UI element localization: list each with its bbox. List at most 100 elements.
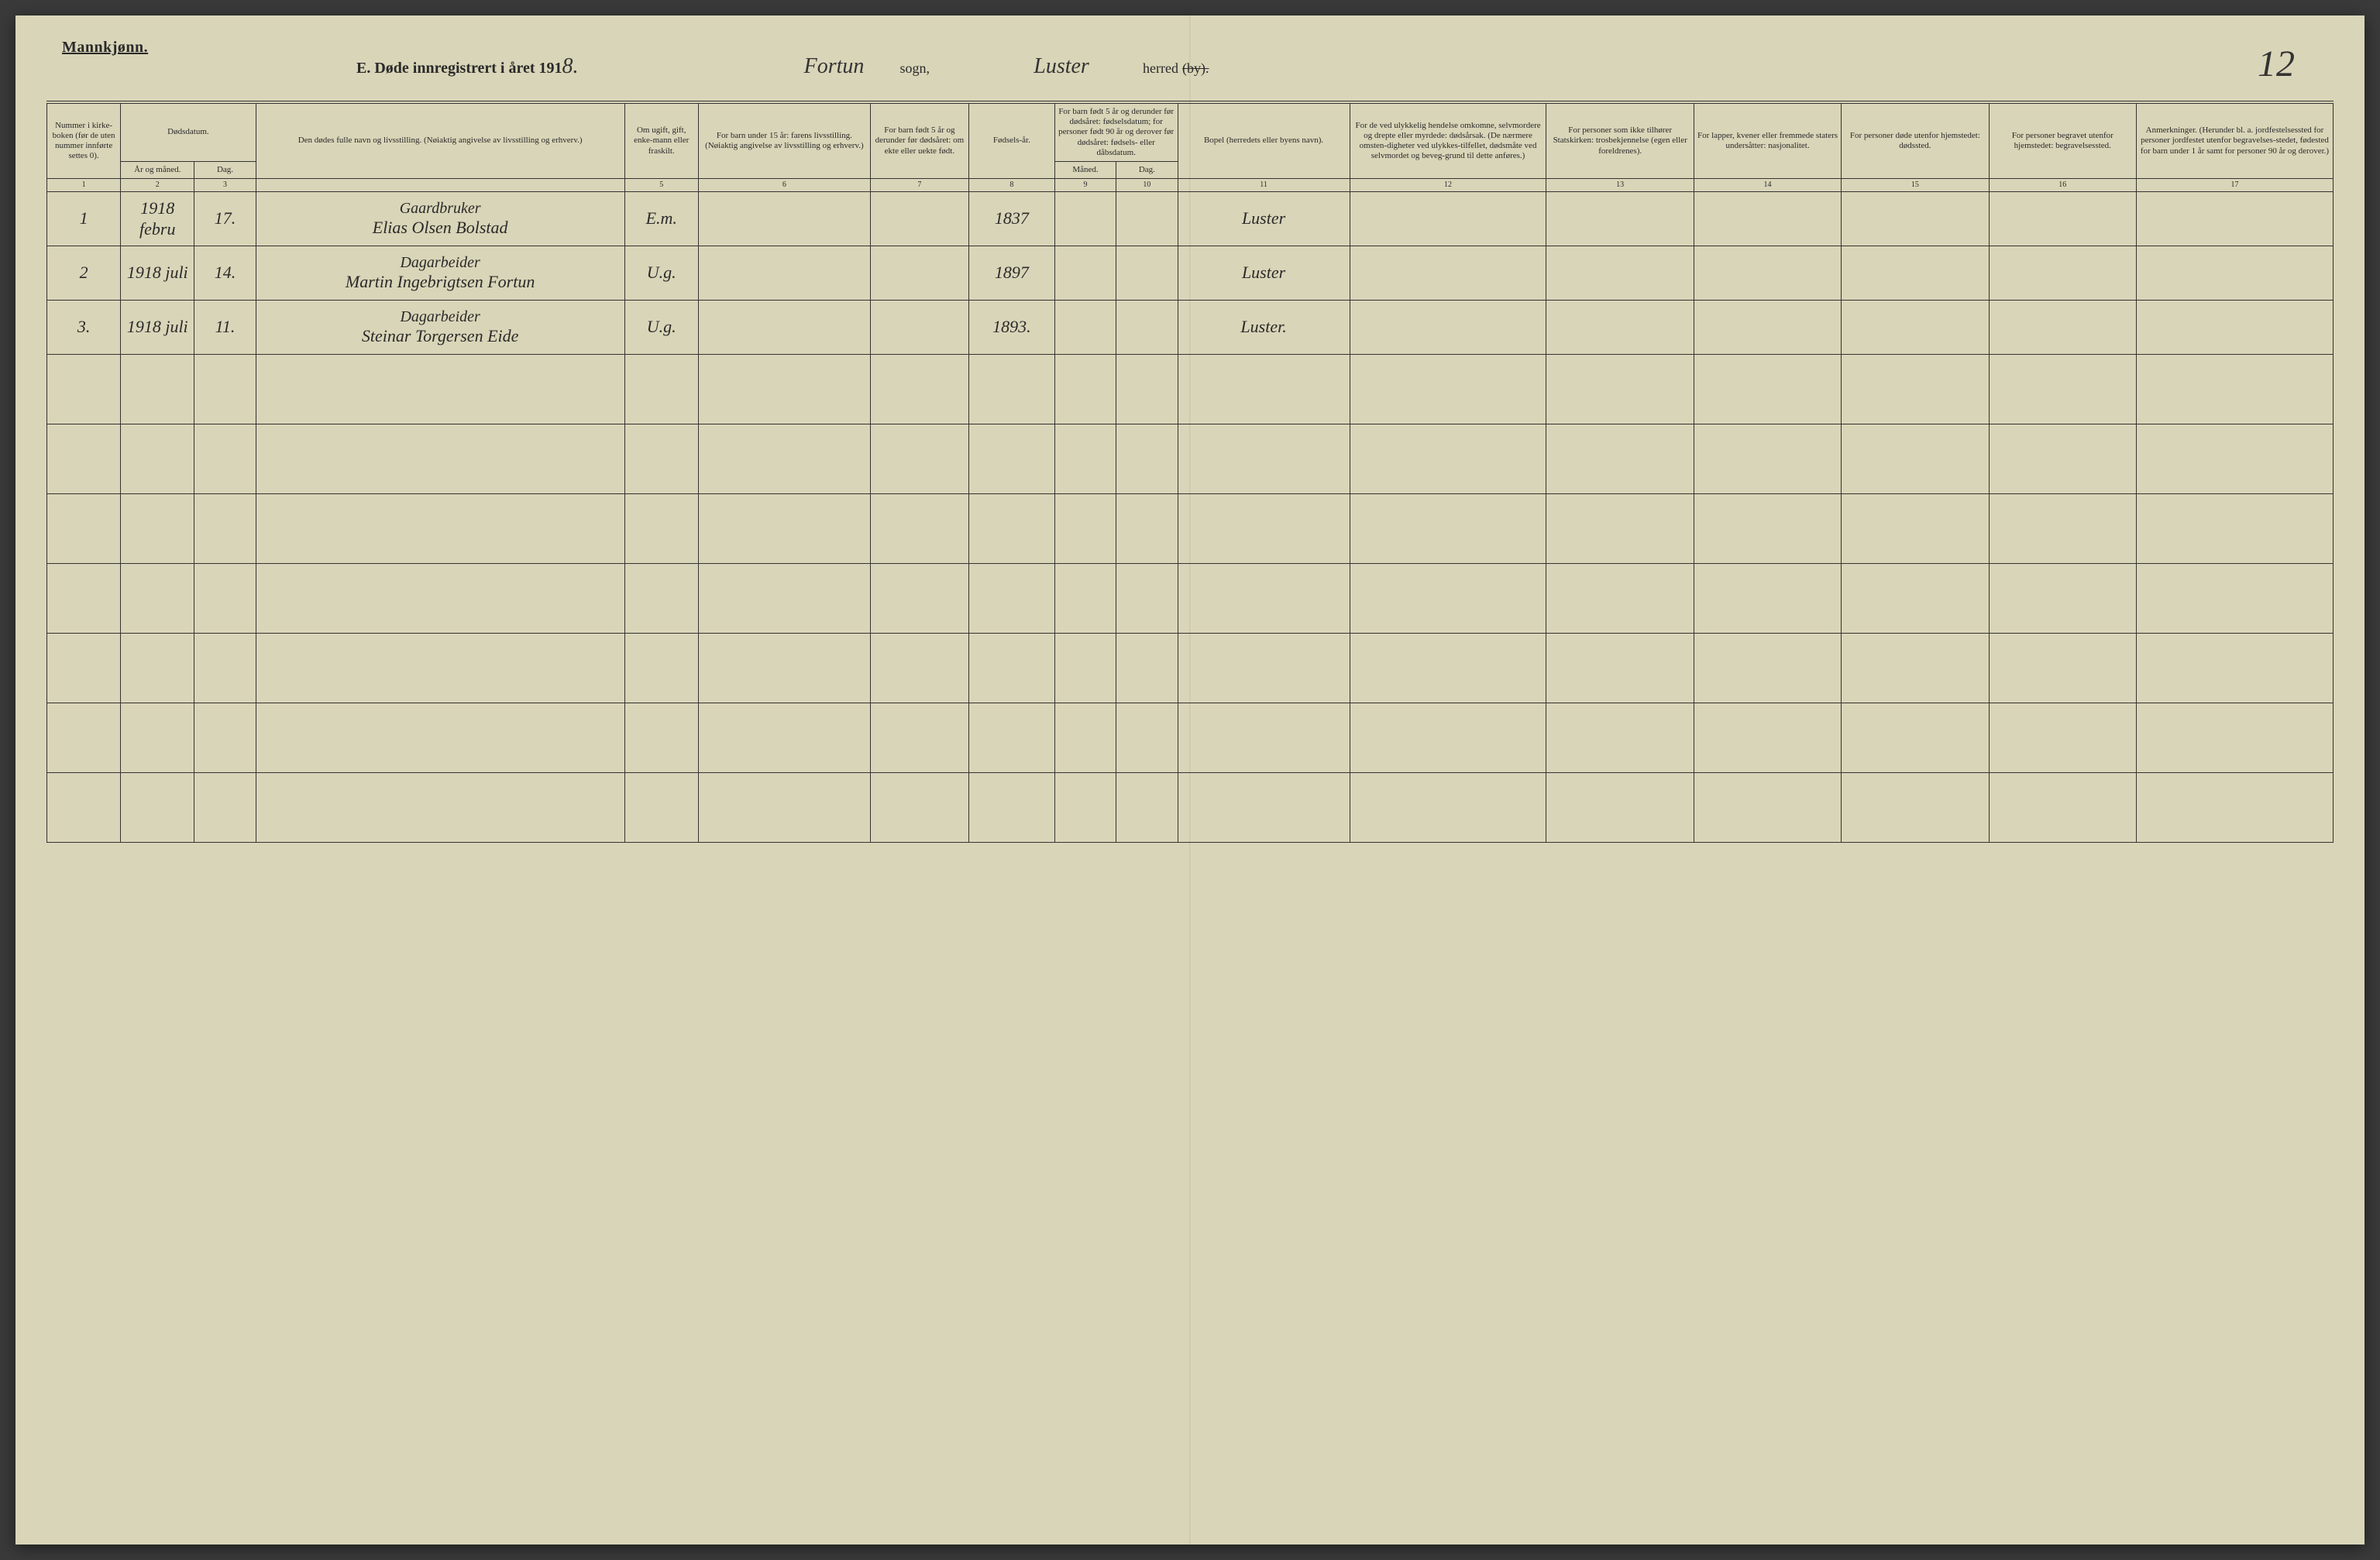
colnum: 17: [2136, 179, 2333, 192]
cell-church: [1546, 246, 1694, 301]
cell-burial: [1989, 246, 2136, 301]
cell-person-name: Elias Olsen Bolstad: [259, 218, 622, 238]
cell-occupation: Gaardbruker: [259, 199, 622, 218]
cell-church: [1546, 192, 1694, 246]
col-header-child5b-group: For barn født 5 år og derunder før dødså…: [1054, 102, 1178, 161]
cell-nation: [1694, 301, 1841, 355]
colnum: 15: [1842, 179, 1989, 192]
col-header-child5b-day: Dag.: [1116, 161, 1178, 178]
cell-person-name: Martin Ingebrigtsen Fortun: [259, 272, 622, 292]
cell-father: [698, 246, 870, 301]
cell-birthyear: 1897: [968, 246, 1054, 301]
cell-occupation: Dagarbeider: [259, 308, 622, 326]
page-fold: [1189, 15, 1191, 1545]
cell-deathplace: [1842, 246, 1989, 301]
colnum: [256, 179, 624, 192]
title-prefix: E. Døde innregistrert i året 191: [356, 60, 562, 77]
colnum: 8: [968, 179, 1054, 192]
colnum: 16: [1989, 179, 2136, 192]
colnum: 1: [47, 179, 121, 192]
cell-cause: [1350, 246, 1546, 301]
colnum: 9: [1054, 179, 1116, 192]
cell-remarks: [2136, 192, 2333, 246]
cell-occupation: Dagarbeider: [259, 253, 622, 272]
col-header-church: For personer som ikke tilhører Statskirk…: [1546, 102, 1694, 179]
colnum: 6: [698, 179, 870, 192]
cell-marital: E.m.: [624, 192, 698, 246]
cell-num: 3.: [47, 301, 121, 355]
cell-bopel: Luster: [1178, 192, 1350, 246]
col-header-yearmonth: År og måned.: [121, 161, 194, 178]
cell-church: [1546, 301, 1694, 355]
cell-nation: [1694, 192, 1841, 246]
cell-remarks: [2136, 246, 2333, 301]
cell-name: Dagarbeider Steinar Torgersen Eide: [256, 301, 624, 355]
cell-day: 11.: [194, 301, 256, 355]
col-header-num: Nummer i kirke-boken (før de uten nummer…: [47, 102, 121, 179]
colnum: 12: [1350, 179, 1546, 192]
cell-child5b-m: [1054, 246, 1116, 301]
col-header-child5b-month: Måned.: [1054, 161, 1116, 178]
col-header-name: Den dødes fulle navn og livsstilling. (N…: [256, 102, 624, 179]
col-header-birthyear: Fødsels-år.: [968, 102, 1054, 179]
col-header-nation: For lapper, kvener eller fremmede stater…: [1694, 102, 1841, 179]
cell-burial: [1989, 192, 2136, 246]
cell-nation: [1694, 246, 1841, 301]
cell-num: 2: [47, 246, 121, 301]
col-header-cause: For de ved ulykkelig hendelse omkomne, s…: [1350, 102, 1546, 179]
cell-name: Gaardbruker Elias Olsen Bolstad: [256, 192, 624, 246]
col-header-child5: For barn født 5 år og derunder før dødså…: [870, 102, 968, 179]
cell-birthyear: 1893.: [968, 301, 1054, 355]
cell-child5b-d: [1116, 192, 1178, 246]
colnum: 3: [194, 179, 256, 192]
cell-day: 14.: [194, 246, 256, 301]
cell-burial: [1989, 301, 2136, 355]
cell-deathplace: [1842, 301, 1989, 355]
herred-struck: (by).: [1182, 60, 1209, 76]
sogn-label: sogn,: [900, 60, 930, 76]
cell-child5: [870, 246, 968, 301]
colnum: 2: [121, 179, 194, 192]
cell-birthyear: 1837: [968, 192, 1054, 246]
colnum: 10: [1116, 179, 1178, 192]
cell-child5: [870, 192, 968, 246]
cell-child5b-m: [1054, 301, 1116, 355]
col-header-marital: Om ugift, gift, enke-mann eller fraskilt…: [624, 102, 698, 179]
title-year-suffix: 8.: [562, 54, 579, 78]
herred-value: Luster: [984, 54, 1139, 79]
page-number: 12: [2258, 43, 2295, 85]
cell-remarks: [2136, 301, 2333, 355]
colnum: 11: [1178, 179, 1350, 192]
cell-cause: [1350, 301, 1546, 355]
register-page: Mannkjønn. E. Døde innregistrert i året …: [15, 15, 2365, 1545]
cell-child5b-d: [1116, 301, 1178, 355]
cell-yearmonth: 1918 juli: [121, 301, 194, 355]
colnum: 7: [870, 179, 968, 192]
cell-yearmonth: 1918 febru: [121, 192, 194, 246]
herred-label: herred: [1143, 60, 1178, 76]
col-header-bopel: Bopel (herredets eller byens navn).: [1178, 102, 1350, 179]
cell-child5b-d: [1116, 246, 1178, 301]
cell-person-name: Steinar Torgersen Eide: [259, 326, 622, 346]
title-line: E. Døde innregistrert i året 1918. Fortu…: [46, 54, 2334, 79]
col-header-remarks: Anmerkninger. (Herunder bl. a. jordfeste…: [2136, 102, 2333, 179]
cell-day: 17.: [194, 192, 256, 246]
cell-name: Dagarbeider Martin Ingebrigtsen Fortun: [256, 246, 624, 301]
colnum: 14: [1694, 179, 1841, 192]
colnum: 13: [1546, 179, 1694, 192]
cell-yearmonth: 1918 juli: [121, 246, 194, 301]
col-header-burial: For personer begravet utenfor hjemstedet…: [1989, 102, 2136, 179]
sogn-value: Fortun: [772, 54, 896, 79]
cell-num: 1: [47, 192, 121, 246]
header: Mannkjønn. E. Døde innregistrert i året …: [46, 39, 2334, 93]
col-header-deathplace: For personer døde utenfor hjemstedet: dø…: [1842, 102, 1989, 179]
cell-child5b-m: [1054, 192, 1116, 246]
colnum: 5: [624, 179, 698, 192]
cell-father: [698, 192, 870, 246]
cell-cause: [1350, 192, 1546, 246]
cell-child5: [870, 301, 968, 355]
cell-marital: U.g.: [624, 301, 698, 355]
cell-bopel: Luster: [1178, 246, 1350, 301]
cell-father: [698, 301, 870, 355]
cell-bopel: Luster.: [1178, 301, 1350, 355]
